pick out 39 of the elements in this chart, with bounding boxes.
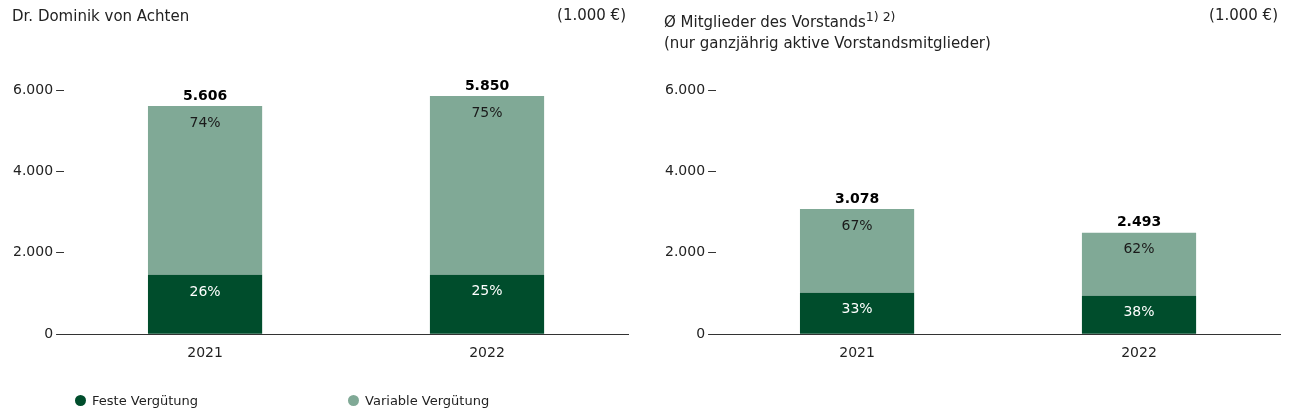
annotation: 38% (1123, 303, 1155, 320)
x-tick-label: 2021 (839, 344, 875, 361)
y-tick-label: 6.000 (664, 80, 706, 97)
x-tick-label: 2022 (1121, 344, 1157, 361)
total-label: 5.850 (464, 76, 510, 93)
annotation: 67% (841, 216, 873, 233)
x-tick-label: 2021 (187, 344, 223, 361)
y-tick-label: 2.000 (664, 243, 706, 260)
bar (147, 106, 263, 275)
legend-label: Variable Vergütung (364, 393, 490, 408)
bar (147, 274, 263, 334)
annotation: 62% (1123, 240, 1155, 257)
total-label: 5.606 (182, 86, 228, 103)
legend-label: Feste Vergütung (91, 393, 199, 408)
y-tick-label: 6.000 (12, 80, 54, 97)
bar (429, 274, 545, 334)
bar (1081, 232, 1197, 296)
annotation: 26% (189, 282, 221, 299)
bar (799, 292, 915, 334)
bar (799, 208, 915, 293)
total-label: 3.078 (834, 189, 880, 206)
annotation: 74% (189, 113, 221, 130)
x-tick-label: 2022 (469, 344, 505, 361)
chart-subtitle: (nur ganzjährig aktive Vorstandsmitglieder) (664, 34, 991, 52)
bar (429, 96, 545, 275)
y-tick-label: 2.000 (12, 243, 54, 260)
y-tick-label: 4.000 (12, 162, 54, 179)
text: (1.000 €) (1209, 6, 1278, 24)
annotation: 25% (471, 282, 503, 299)
bar (1081, 295, 1197, 334)
annotation: 75% (471, 103, 503, 120)
y-tick-label: 0 (44, 324, 54, 341)
annotation: 33% (841, 300, 873, 317)
y-tick-label: 0 (696, 324, 706, 341)
total-label: 2.493 (1116, 213, 1162, 230)
y-tick-label: 4.000 (664, 162, 706, 179)
chart-title: Ø Mitglieder des Vorstands$^{1) 2)}$ (664, 9, 896, 31)
chart-title: Dr. Dominik von Achten (12, 6, 190, 27)
text: (1.000 €) (557, 6, 626, 24)
